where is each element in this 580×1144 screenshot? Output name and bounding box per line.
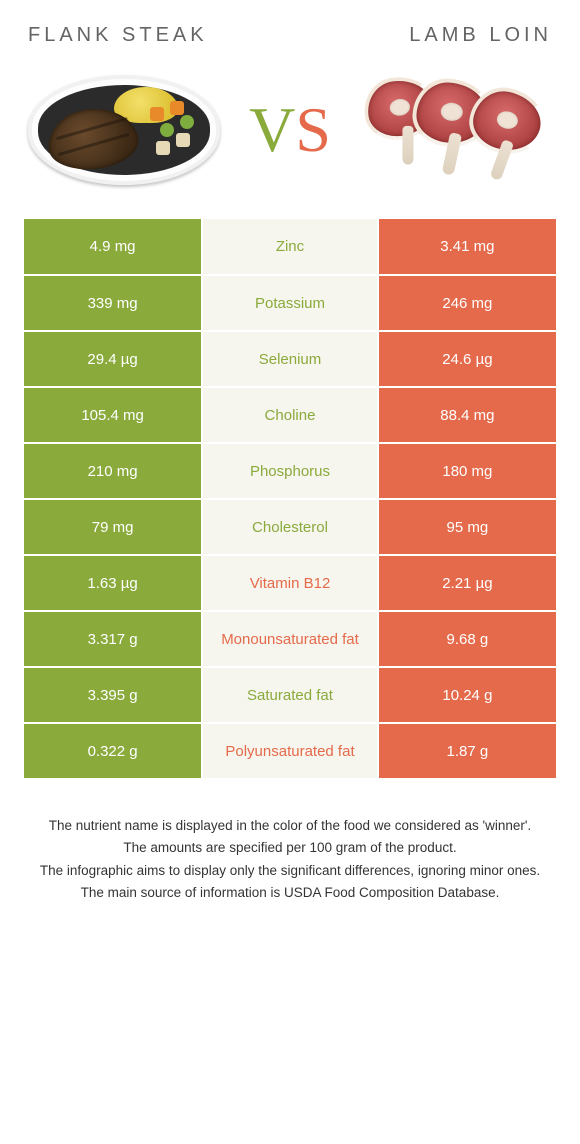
footnote-line: The nutrient name is displayed in the co… xyxy=(32,816,548,836)
nutrient-label-cell: Monounsaturated fat xyxy=(202,611,378,667)
footnote-line: The infographic aims to display only the… xyxy=(32,861,548,881)
table-row: 1.63 µgVitamin B122.21 µg xyxy=(24,555,556,611)
table-row: 79 mgCholesterol95 mg xyxy=(24,499,556,555)
table-row: 3.317 gMonounsaturated fat9.68 g xyxy=(24,611,556,667)
right-value-cell: 88.4 mg xyxy=(378,387,556,443)
right-value-cell: 180 mg xyxy=(378,443,556,499)
table-row: 0.322 gPolyunsaturated fat1.87 g xyxy=(24,723,556,779)
footnote-line: The main source of information is USDA F… xyxy=(32,883,548,903)
footnote-line: The amounts are specified per 100 gram o… xyxy=(32,838,548,858)
right-food-image xyxy=(356,65,556,195)
left-value-cell: 0.322 g xyxy=(24,723,202,779)
comparison-table: 4.9 mgZinc3.41 mg339 mgPotassium246 mg29… xyxy=(24,219,556,780)
right-value-cell: 3.41 mg xyxy=(378,219,556,275)
table-row: 3.395 gSaturated fat10.24 g xyxy=(24,667,556,723)
left-value-cell: 339 mg xyxy=(24,275,202,331)
table-row: 210 mgPhosphorus180 mg xyxy=(24,443,556,499)
left-value-cell: 210 mg xyxy=(24,443,202,499)
infographic-container: FLANK STEAK LAMB LOIN VS 4.9 mgZinc3.41 … xyxy=(0,0,580,925)
nutrient-label-cell: Cholesterol xyxy=(202,499,378,555)
nutrient-label-cell: Potassium xyxy=(202,275,378,331)
hero-row: VS xyxy=(24,65,556,195)
nutrient-label-cell: Choline xyxy=(202,387,378,443)
left-value-cell: 3.317 g xyxy=(24,611,202,667)
nutrient-label-cell: Phosphorus xyxy=(202,443,378,499)
table-row: 339 mgPotassium246 mg xyxy=(24,275,556,331)
left-value-cell: 29.4 µg xyxy=(24,331,202,387)
footnotes: The nutrient name is displayed in the co… xyxy=(24,816,556,903)
right-value-cell: 9.68 g xyxy=(378,611,556,667)
nutrient-label-cell: Selenium xyxy=(202,331,378,387)
right-value-cell: 10.24 g xyxy=(378,667,556,723)
vs-label: VS xyxy=(249,98,331,162)
left-food-title: FLANK STEAK xyxy=(28,24,208,47)
right-value-cell: 246 mg xyxy=(378,275,556,331)
table-row: 4.9 mgZinc3.41 mg xyxy=(24,219,556,275)
left-value-cell: 1.63 µg xyxy=(24,555,202,611)
right-value-cell: 2.21 µg xyxy=(378,555,556,611)
vs-s: S xyxy=(295,94,331,165)
nutrient-label-cell: Polyunsaturated fat xyxy=(202,723,378,779)
nutrient-label-cell: Saturated fat xyxy=(202,667,378,723)
left-value-cell: 105.4 mg xyxy=(24,387,202,443)
table-row: 105.4 mgCholine88.4 mg xyxy=(24,387,556,443)
left-value-cell: 4.9 mg xyxy=(24,219,202,275)
headings-row: FLANK STEAK LAMB LOIN xyxy=(24,24,556,47)
nutrient-label-cell: Zinc xyxy=(202,219,378,275)
right-value-cell: 1.87 g xyxy=(378,723,556,779)
right-value-cell: 95 mg xyxy=(378,499,556,555)
comparison-tbody: 4.9 mgZinc3.41 mg339 mgPotassium246 mg29… xyxy=(24,219,556,779)
table-row: 29.4 µgSelenium24.6 µg xyxy=(24,331,556,387)
left-food-image xyxy=(24,65,224,195)
right-value-cell: 24.6 µg xyxy=(378,331,556,387)
vs-v: V xyxy=(249,94,295,165)
right-food-title: LAMB LOIN xyxy=(409,24,552,47)
left-value-cell: 79 mg xyxy=(24,499,202,555)
nutrient-label-cell: Vitamin B12 xyxy=(202,555,378,611)
left-value-cell: 3.395 g xyxy=(24,667,202,723)
